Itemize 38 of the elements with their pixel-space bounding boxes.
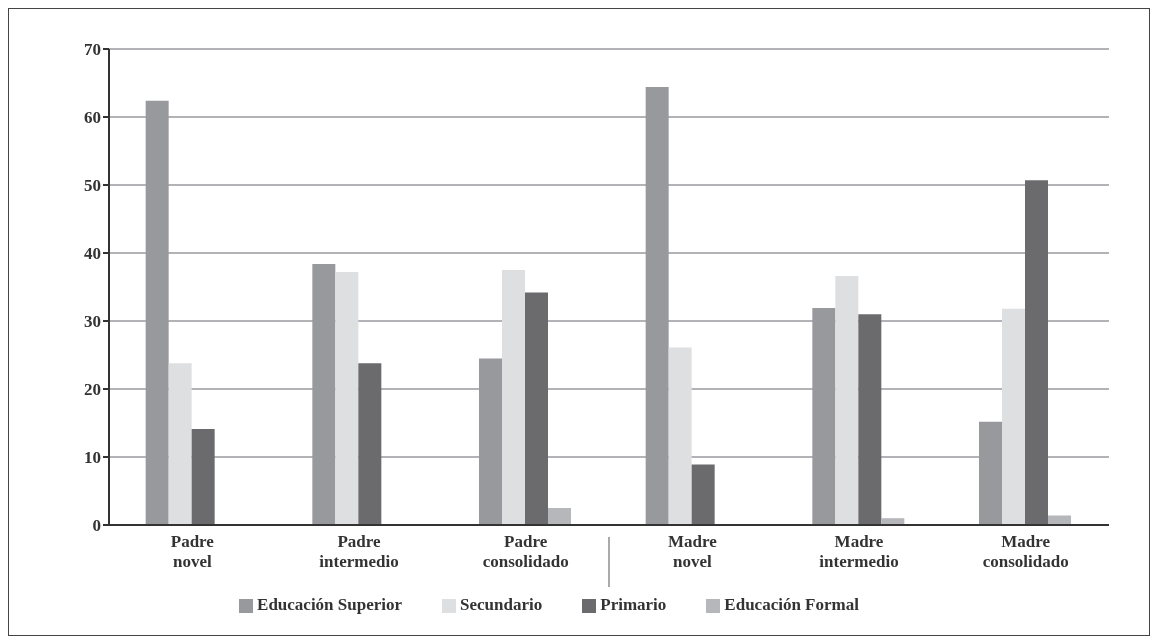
x-tick-label: Padre intermedio (319, 532, 399, 571)
y-tick-label: 30 (84, 312, 101, 332)
y-tick-label: 50 (84, 176, 101, 196)
bar (358, 363, 382, 525)
bar (502, 270, 525, 525)
bar (979, 421, 1002, 525)
y-tick-label: 20 (84, 380, 101, 400)
bar (168, 363, 192, 525)
x-tick-label: Madre consolidado (982, 532, 1069, 571)
bar (525, 292, 548, 525)
bar (858, 314, 882, 525)
legend-label: Educación Formal (724, 595, 859, 614)
bar (548, 508, 571, 525)
bar (1048, 515, 1071, 525)
y-tick-label: 0 (92, 516, 101, 536)
x-tick-label: Padre consolidado (482, 532, 569, 571)
bar (145, 100, 169, 525)
bar (335, 272, 359, 525)
x-tick-label: Padre novel (170, 532, 215, 571)
y-tick-label: 60 (84, 108, 101, 128)
bar (691, 464, 715, 525)
y-tick-label: 70 (84, 40, 101, 60)
legend-label: Educación Superior (257, 595, 403, 614)
bar (645, 87, 669, 525)
bar (1025, 180, 1048, 525)
x-tick-label: Madre intermedio (819, 532, 899, 571)
bar (479, 358, 502, 525)
bar (191, 429, 215, 525)
legend-label: Secundario (460, 595, 543, 614)
bar (668, 347, 692, 525)
x-tick-label: Madre novel (667, 532, 718, 571)
bar (1002, 308, 1025, 525)
y-tick-label: 40 (84, 244, 101, 264)
bar (812, 308, 836, 525)
legend-label: Primario (600, 595, 667, 614)
y-tick-label: 10 (84, 448, 101, 468)
bar (835, 276, 859, 525)
bar (312, 263, 336, 525)
